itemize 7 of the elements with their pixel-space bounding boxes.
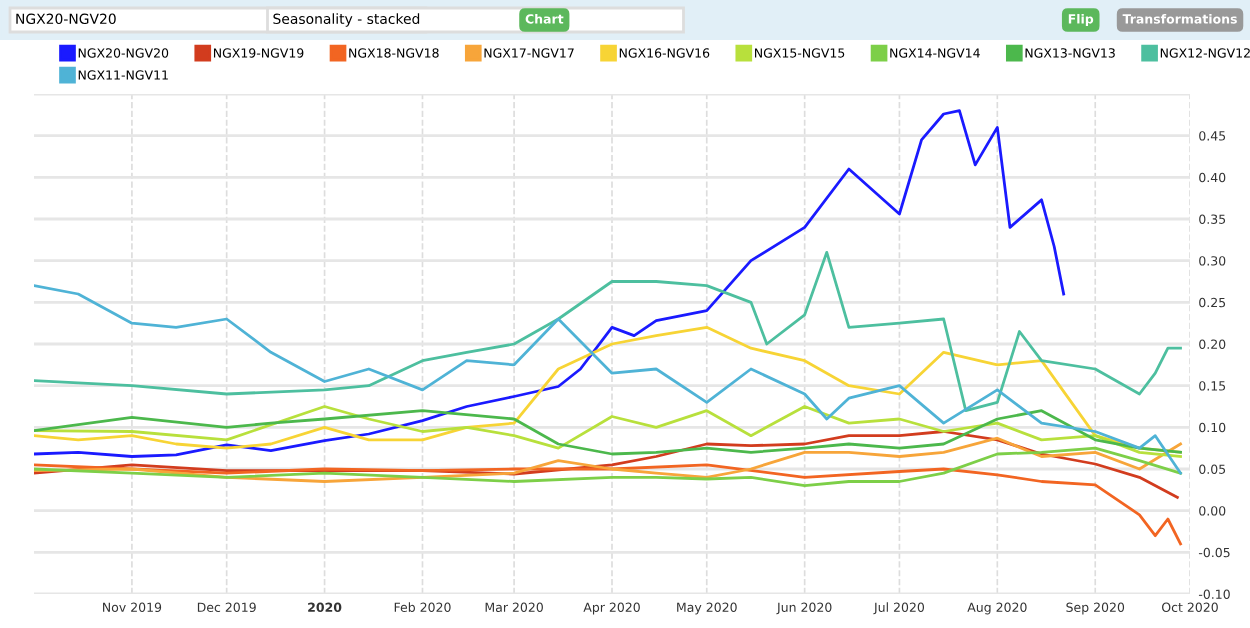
- line-series: [34, 250, 1182, 413]
- line-series: [34, 284, 1182, 475]
- line-series: [34, 446, 1182, 488]
- line-series: [34, 430, 1179, 499]
- line-series: [34, 109, 1066, 458]
- line-series: [34, 436, 1182, 483]
- line-series: [34, 463, 1182, 546]
